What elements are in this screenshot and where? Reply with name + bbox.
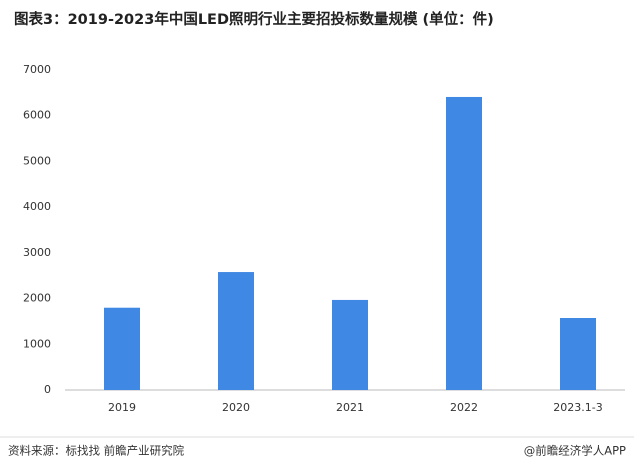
x-tick-label: 2022	[450, 401, 478, 414]
y-tick-label: 5000	[23, 154, 51, 167]
x-tick-label: 2021	[336, 401, 364, 414]
y-tick-label: 2000	[23, 292, 51, 305]
brand-note: @前瞻经济学人APP	[524, 444, 626, 458]
y-tick-label: 7000	[23, 63, 51, 76]
y-tick-label: 1000	[23, 337, 51, 350]
x-tick-label: 2023.1-3	[553, 401, 602, 414]
x-tick-label: 2019	[108, 401, 136, 414]
chart-title: 图表3：2019-2023年中国LED照明行业主要招投标数量规模 (单位：件)	[14, 10, 494, 28]
y-tick-label: 4000	[23, 200, 51, 213]
bar	[332, 299, 368, 390]
bar	[218, 272, 254, 390]
x-tick-label: 2020	[222, 401, 250, 414]
bar	[446, 96, 482, 390]
bar	[104, 307, 140, 390]
y-tick-label: 0	[44, 383, 51, 396]
bar	[560, 318, 596, 390]
source-note: 资料来源：标找找 前瞻产业研究院	[8, 444, 185, 458]
y-tick-label: 3000	[23, 246, 51, 259]
y-tick-label: 6000	[23, 109, 51, 122]
